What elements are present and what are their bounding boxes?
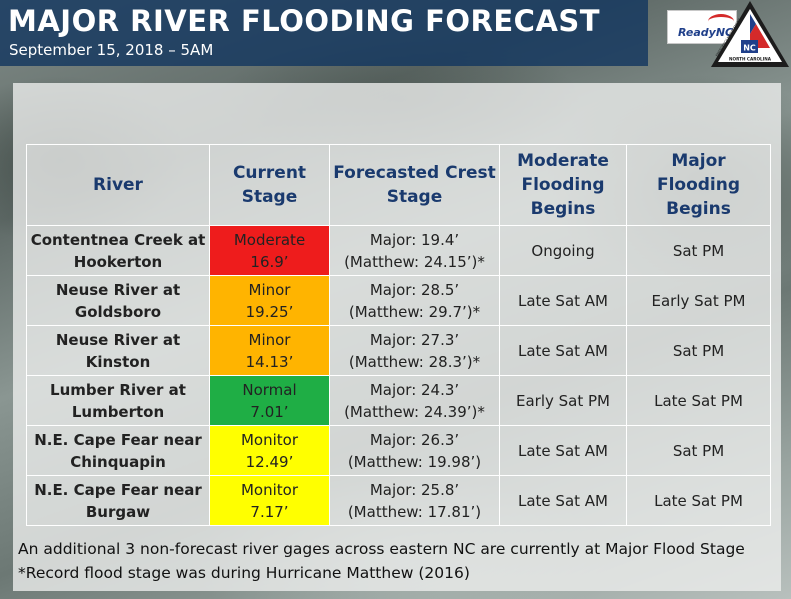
stage-value: 14.13’ [245,352,294,371]
readync-swoosh-icon [708,14,734,29]
moderate-begins-cell: Ongoing [499,225,627,276]
major-begins-cell: Late Sat PM [626,375,771,426]
table-row: Contentnea Creek at Hookerton Moderate 16… [26,225,771,276]
page-subtitle: September 15, 2018 – 5AM [9,41,214,59]
logo-stripe-blue [750,14,756,34]
current-stage-cell: Normal 7.01’ [209,375,330,426]
major-begins-cell: Early Sat PM [626,275,771,326]
header-major-flooding-begins: Major Flooding Begins [626,144,771,226]
header-river: River [26,144,210,226]
nc-badge-text: NC [743,44,756,53]
crest-value: Major: 19.4’ [369,230,460,249]
crest-value: Major: 28.5’ [369,280,460,299]
crest-cell: Major: 27.3’ (Matthew: 28.3’)* [329,325,500,376]
nc-emergency-management-logo: NC NORTH CAROLINA EMERGENCY MANAGEMENT [711,1,789,67]
river-name: Lumber River at Lumberton [26,375,210,426]
stage-category: Monitor [240,430,299,449]
stage-value: 16.9’ [250,252,289,271]
crest-matthew-note: (Matthew: 24.39’)* [344,402,485,421]
crest-cell: Major: 28.5’ (Matthew: 29.7’)* [329,275,500,326]
current-stage-cell: Minor 14.13’ [209,325,330,376]
page-title: MAJOR RIVER FLOODING FORECAST [8,4,601,38]
header-forecasted-crest-stage: Forecasted Crest Stage [329,144,500,226]
logo-state-text: NORTH CAROLINA [729,57,772,62]
stage-value: 12.49’ [245,452,294,471]
stage-category: Minor [248,280,291,299]
crest-matthew-note: (Matthew: 24.15’)* [344,252,485,271]
current-stage-cell: Monitor 12.49’ [209,425,330,476]
major-begins-cell: Sat PM [626,225,771,276]
crest-value: Major: 24.3’ [369,380,460,399]
crest-cell: Major: 25.8’ (Matthew: 17.81’) [329,475,500,526]
footnote-additional-gages: An additional 3 non-forecast river gages… [18,540,745,558]
header-current-stage: Current Stage [209,144,330,226]
river-name: Contentnea Creek at Hookerton [26,225,210,276]
stage-value: 7.01’ [250,402,289,421]
table-row: N.E. Cape Fear near Chinquapin Monitor 12… [26,425,771,476]
moderate-begins-cell: Late Sat AM [499,475,627,526]
stage-value: 7.17’ [250,502,289,521]
crest-cell: Major: 26.3’ (Matthew: 19.98’) [329,425,500,476]
crest-cell: Major: 24.3’ (Matthew: 24.39’)* [329,375,500,426]
table-row: N.E. Cape Fear near Burgaw Monitor 7.17’ … [26,475,771,526]
nc-badge-icon [741,40,758,53]
major-begins-cell: Late Sat PM [626,475,771,526]
moderate-begins-cell: Late Sat AM [499,325,627,376]
table-header-row: River Current Stage Forecasted Crest Sta… [26,144,771,226]
crest-matthew-note: (Matthew: 28.3’)* [348,352,481,371]
river-name: Neuse River at Kinston [26,325,210,376]
title-banner: MAJOR RIVER FLOODING FORECAST September … [0,0,648,66]
stage-category: Moderate [233,230,306,249]
river-name: N.E. Cape Fear near Chinquapin [26,425,210,476]
stage-category: Minor [248,330,291,349]
header-moderate-flooding-begins: Moderate Flooding Begins [499,144,627,226]
stage-category: Normal [242,380,297,399]
stage-value: 19.25’ [245,302,294,321]
major-begins-cell: Sat PM [626,425,771,476]
table-row: Lumber River at Lumberton Normal 7.01’ Ma… [26,375,771,426]
stage-category: Monitor [240,480,299,499]
crest-cell: Major: 19.4’ (Matthew: 24.15’)* [329,225,500,276]
table-row: Neuse River at Goldsboro Minor 19.25’ Maj… [26,275,771,326]
readync-logo: ReadyNC [667,10,737,44]
crest-value: Major: 27.3’ [369,330,460,349]
footnote-record-matthew: *Record flood stage was during Hurricane… [18,564,470,582]
current-stage-cell: Minor 19.25’ [209,275,330,326]
readync-logo-text: ReadyNC [678,26,734,39]
moderate-begins-cell: Early Sat PM [499,375,627,426]
crest-value: Major: 26.3’ [369,430,460,449]
major-begins-cell: Sat PM [626,325,771,376]
current-stage-cell: Monitor 7.17’ [209,475,330,526]
crest-value: Major: 25.8’ [369,480,460,499]
moderate-begins-cell: Late Sat AM [499,275,627,326]
river-name: Neuse River at Goldsboro [26,275,210,326]
river-forecast-table: River Current Stage Forecasted Crest Sta… [26,144,771,526]
crest-matthew-note: (Matthew: 19.98’) [347,452,482,471]
crest-matthew-note: (Matthew: 29.7’)* [348,302,481,321]
table-row: Neuse River at Kinston Minor 14.13’ Major… [26,325,771,376]
river-name: N.E. Cape Fear near Burgaw [26,475,210,526]
moderate-begins-cell: Late Sat AM [499,425,627,476]
current-stage-cell: Moderate 16.9’ [209,225,330,276]
crest-matthew-note: (Matthew: 17.81’) [347,502,482,521]
